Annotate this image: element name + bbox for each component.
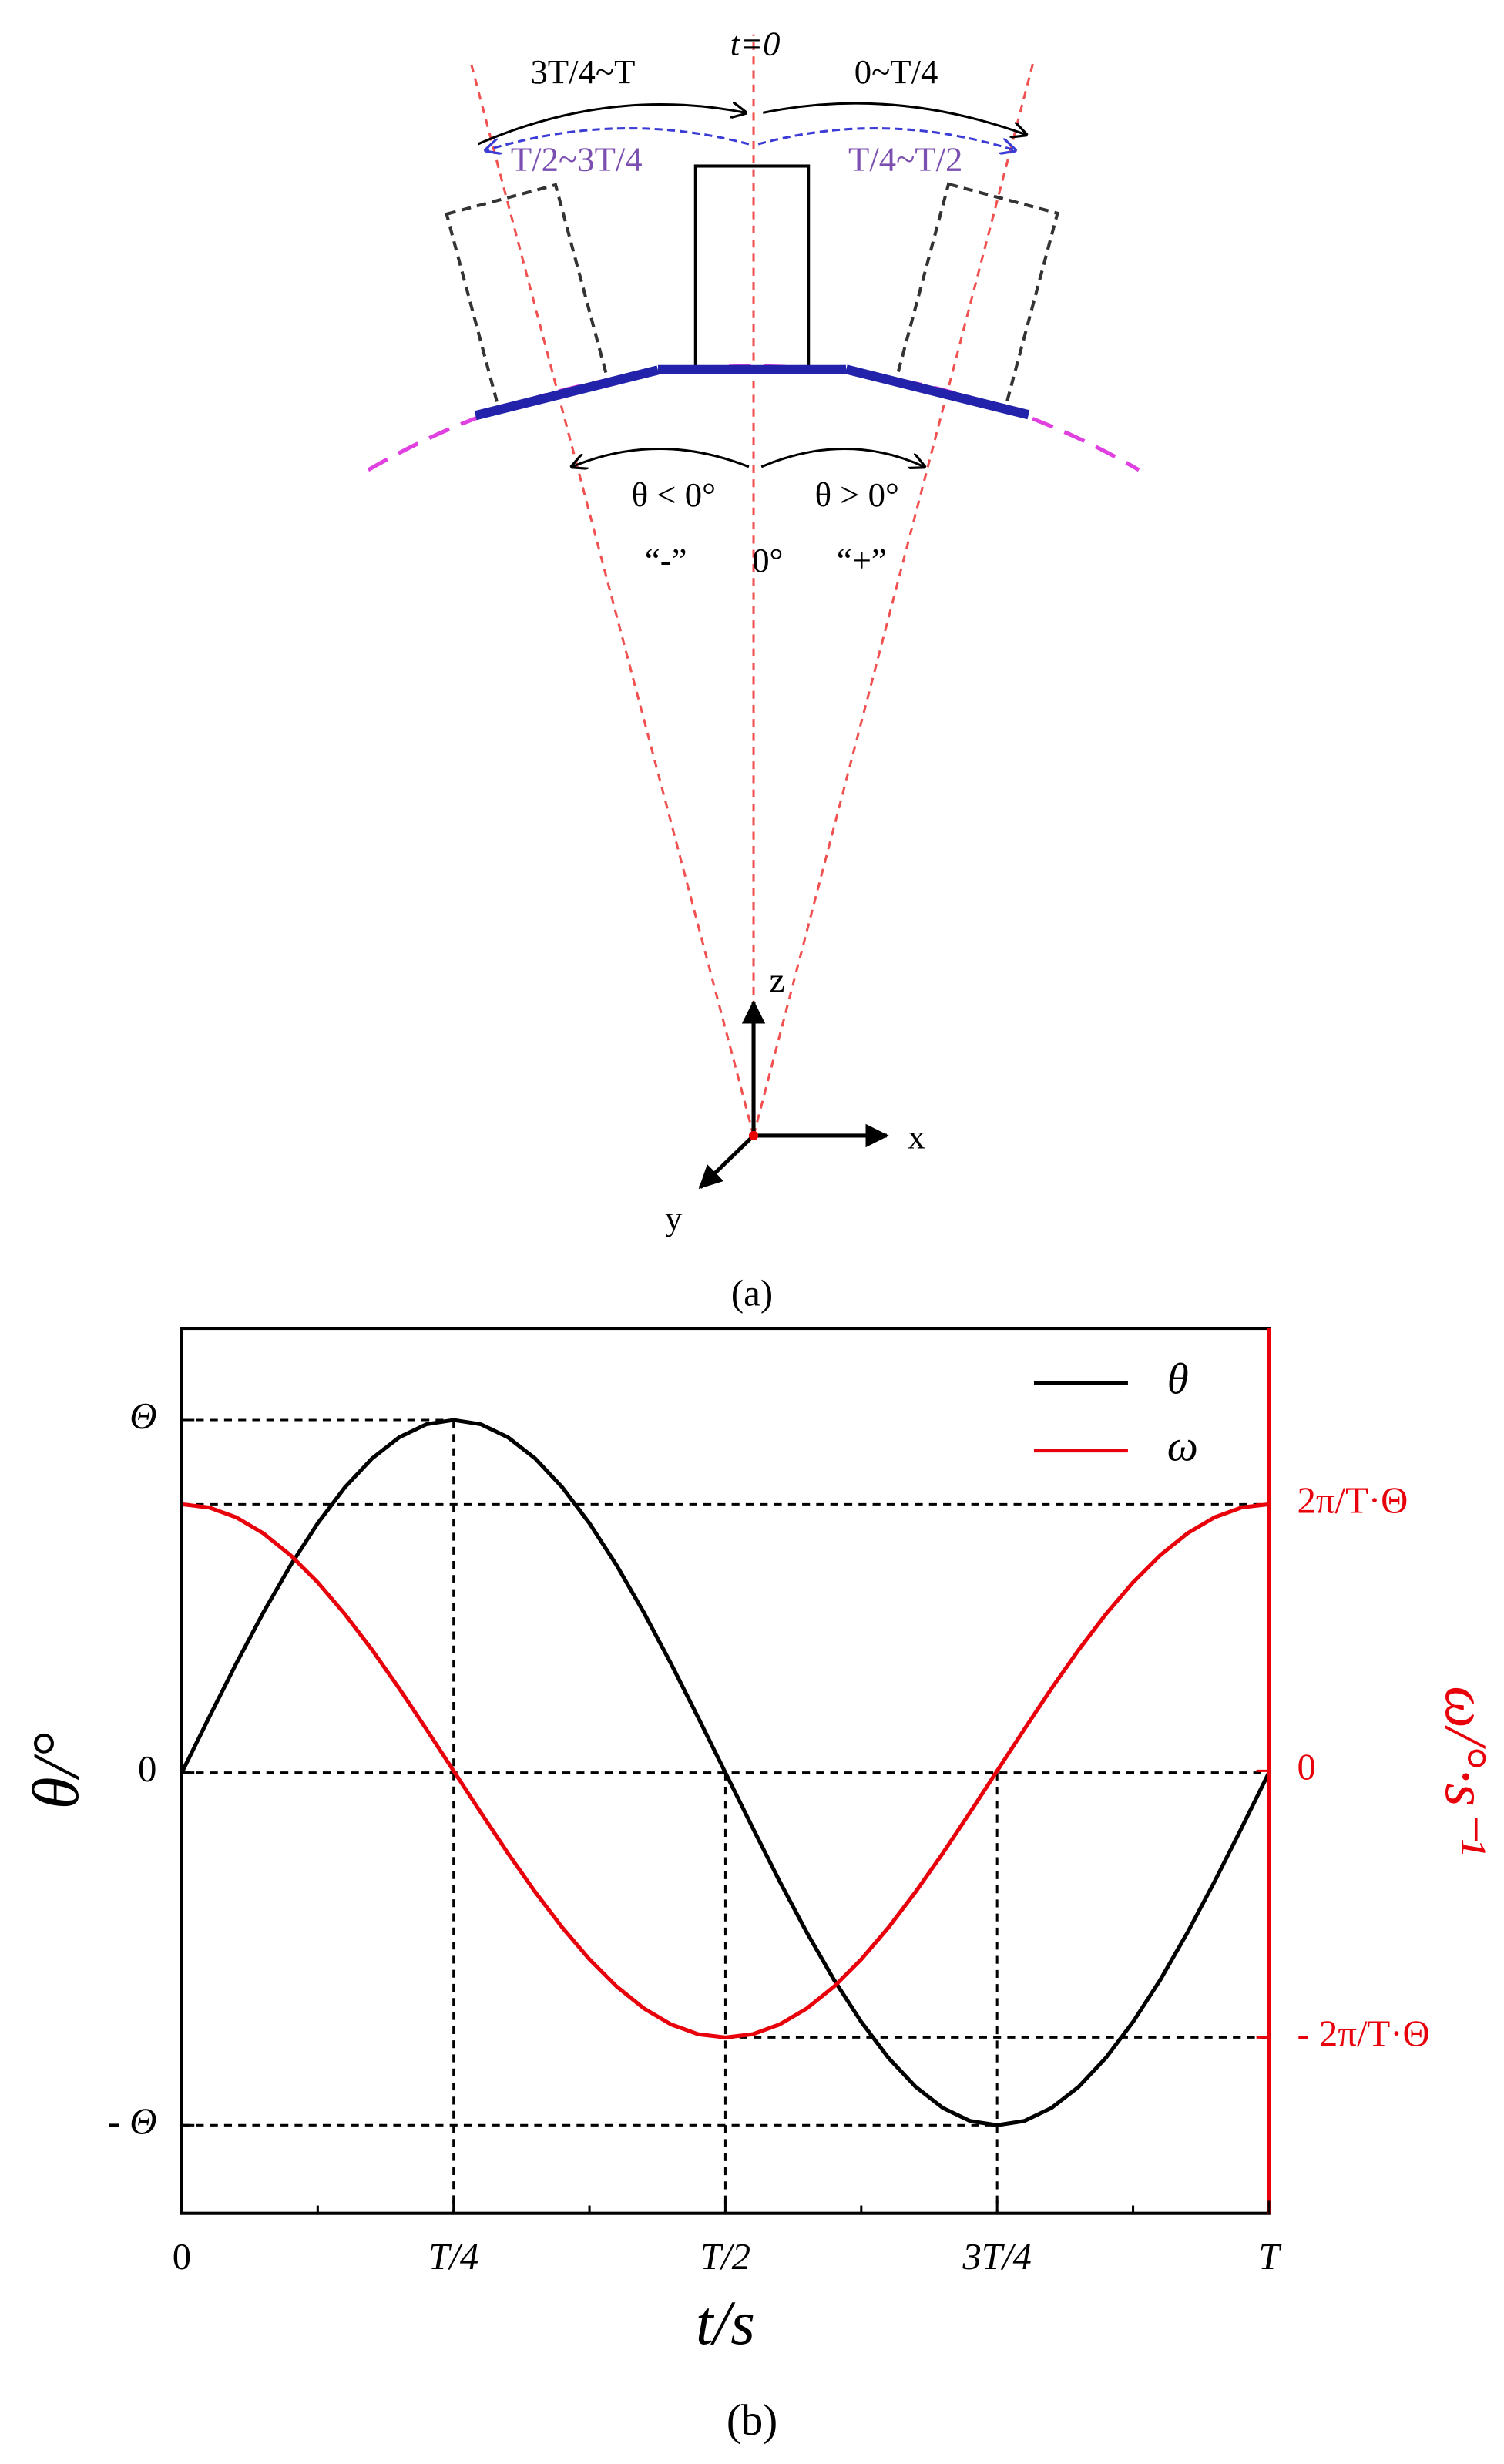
axes-xyz [698,1000,889,1190]
label: t=0 [730,24,781,62]
y-tick-label: - Θ [108,2101,157,2143]
label: θ < 0° [632,475,716,514]
y-axis-label: θ/° [20,1732,92,1809]
diagram: t=0 3T/4~T 0~T/4 T/2~3T/4 T/4~T/2 θ < 0°… [367,24,1140,1314]
caption: (a) [731,1273,773,1314]
bases [474,364,1030,421]
chart: 0 T/4 T/2 3T/4 T Θ 0 - Θ 2π/T·Θ 0 - 2π/T·Θ t/s θ/° ω/… [20,1327,1499,2445]
x-tick-label: 0 [173,2236,191,2278]
label: 3T/4~T [530,52,635,91]
x-tick-label: T [1258,2236,1282,2278]
y2-tick-label: 0 [1298,1747,1316,1788]
x-tick-label: T/4 [428,2236,478,2278]
label: T/4~T/2 [848,140,962,179]
block-left [445,183,610,413]
origin [748,1130,759,1141]
series-line [180,1418,1271,2127]
block [693,164,811,371]
series-line [181,1502,1270,2039]
label: x [908,1117,925,1156]
x-tick-label: T/2 [700,2236,750,2278]
y2-axis-label: ω/°·s⁻¹ [1433,1686,1499,1855]
x-tick-label: 3T/4 [962,2236,1031,2278]
label: 0~T/4 [854,52,938,91]
y-tick-label: Θ [129,1395,156,1437]
x-axis-label: t/s [696,2288,755,2358]
legend-label: θ [1167,1355,1189,1403]
label: T/2~3T/4 [511,140,643,179]
label: θ > 0° [815,475,899,514]
caption: (b) [727,2396,777,2445]
arrows [477,103,1026,467]
reference-rays [468,34,1036,1136]
label: “+” [837,541,887,579]
legend-label: ω [1167,1422,1198,1471]
y-tick-label: 0 [138,1748,156,1790]
label: “-” [645,541,687,579]
block-right [894,182,1059,412]
return-arrows [485,127,1015,151]
label: y [665,1199,683,1237]
y2-tick-label: 2π/T·Θ [1298,1480,1408,1522]
label: 0° [752,541,783,579]
label: z [770,961,785,999]
y2-tick-label: - 2π/T·Θ [1298,2013,1430,2055]
